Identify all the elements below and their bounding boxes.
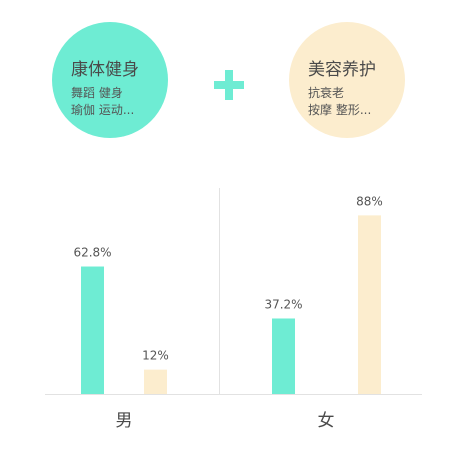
category-label-1: 女 [318, 411, 335, 431]
fitness-items-line2: 瑜伽 运动... [71, 103, 135, 117]
bar-0-1 [144, 369, 167, 394]
fitness-bubble: 康体健身 舞蹈 健身 瑜伽 运动... [52, 22, 168, 138]
plus-icon [214, 70, 244, 100]
fitness-items-line1: 舞蹈 健身 [71, 86, 123, 100]
beauty-items-line1: 抗衰老 [308, 86, 345, 100]
category-label-0: 男 [116, 411, 133, 431]
bar-0-0 [81, 266, 104, 394]
data-label-1-1: 88% [356, 194, 383, 208]
beauty-title: 美容养护 [308, 60, 376, 80]
data-label-1-0: 37.2% [264, 297, 302, 311]
fitness-title: 康体健身 [71, 60, 139, 80]
data-label-0-1: 12% [142, 349, 169, 363]
beauty-items-line2: 按摩 整形... [308, 103, 372, 117]
bar-1-1 [358, 215, 381, 394]
beauty-bubble: 美容养护 抗衰老 按摩 整形... [289, 22, 405, 138]
bar-1-0 [272, 318, 295, 394]
data-label-0-0: 62.8% [73, 246, 111, 260]
